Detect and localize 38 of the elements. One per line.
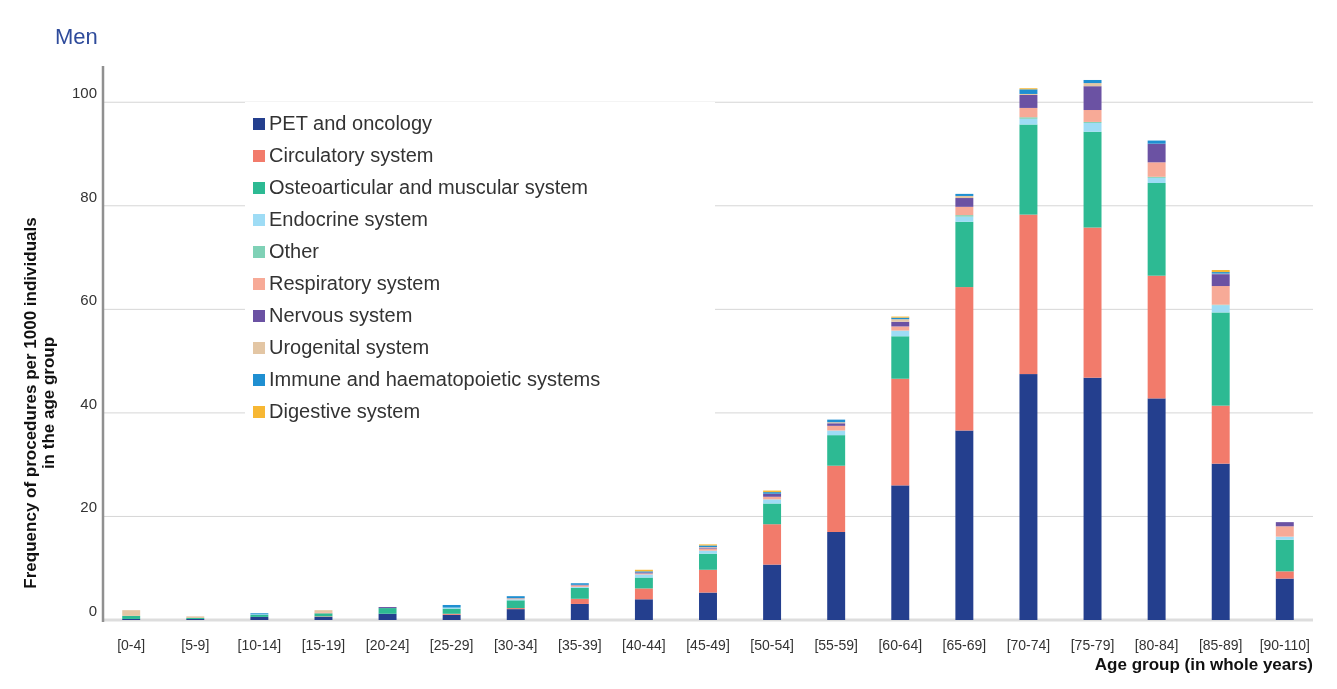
y-tick-label: 60 xyxy=(80,291,97,309)
x-tick-label: [60-64] xyxy=(878,637,923,653)
legend-label: PET and oncology xyxy=(269,112,433,134)
y-tick-label: 40 xyxy=(80,394,97,412)
x-tick-label: [80-84] xyxy=(1134,637,1179,653)
x-tick-label: [90-110] xyxy=(1259,637,1310,653)
x-tick-label: [40-44] xyxy=(622,637,666,653)
legend-label: Osteoarticular and muscular system xyxy=(269,176,589,198)
legend-label: Nervous system xyxy=(269,304,413,326)
x-tick-label: [85-89] xyxy=(1198,637,1243,653)
x-tick-label: [45-49] xyxy=(686,637,730,653)
y-tick-label: 20 xyxy=(80,498,97,516)
legend-label: Respiratory system xyxy=(269,272,441,294)
x-tick-label: [5-9] xyxy=(181,637,210,653)
y-tick-label: 0 xyxy=(88,602,97,619)
x-axis-title: Age group (in whole years) xyxy=(1094,655,1313,674)
y-tick-label: 100 xyxy=(71,84,97,102)
legend-label: Urogenital system xyxy=(269,336,430,358)
x-tick-label: [50-54] xyxy=(750,637,794,653)
x-tick-label: [75-79] xyxy=(1070,637,1115,653)
x-tick-label: [70-74] xyxy=(1006,637,1051,653)
legend-label: Immune and haematopoietic systems xyxy=(269,368,601,390)
x-tick-label: [25-29] xyxy=(429,637,474,653)
chart-title: Men xyxy=(55,24,98,49)
legend-label: Endocrine system xyxy=(269,208,428,230)
x-tick-label: [30-34] xyxy=(493,637,538,653)
legend-label: Other xyxy=(269,240,320,262)
legend-label: Circulatory system xyxy=(269,144,434,166)
x-tick-label: [10-14] xyxy=(237,637,282,653)
x-tick-label: [55-59] xyxy=(814,637,858,653)
y-tick-label: 80 xyxy=(80,187,97,205)
legend-label: Digestive system xyxy=(269,400,421,422)
x-tick-label: [20-24] xyxy=(365,637,410,653)
x-tick-label: [15-19] xyxy=(301,637,346,653)
y-axis-title: Frequency of procedures per 1000 individuals in the age group xyxy=(21,217,58,589)
x-tick-label: [65-69] xyxy=(942,637,987,653)
x-tick-label: [0-4] xyxy=(117,637,146,653)
x-tick-label: [35-39] xyxy=(558,637,602,653)
